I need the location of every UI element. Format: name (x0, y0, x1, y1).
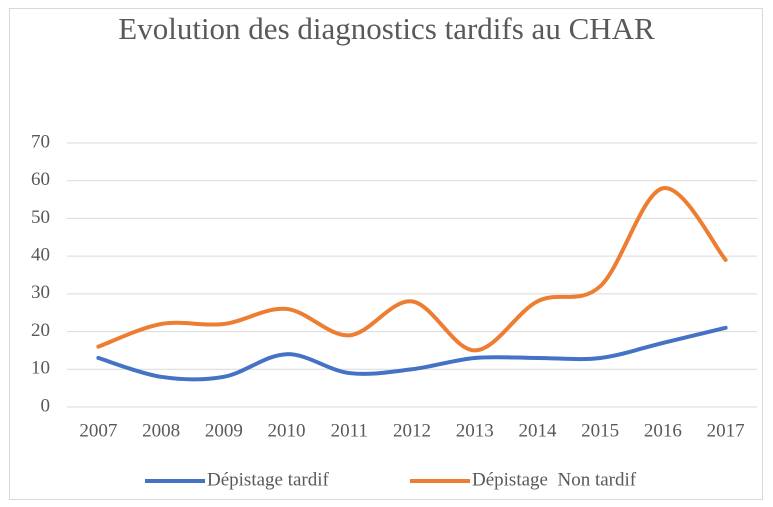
y-tick-label: 10 (31, 358, 50, 379)
y-tick-label: 40 (31, 245, 50, 266)
y-tick-label: 20 (31, 320, 50, 341)
x-tick-label: 2013 (456, 420, 494, 441)
legend-label: Dépistage Non tardif (472, 469, 637, 490)
series-line (96, 186, 728, 353)
x-tick-label: 2009 (205, 420, 243, 441)
x-tick-label: 2010 (268, 420, 306, 441)
y-tick-label: 50 (31, 207, 50, 228)
chart-title: Evolution des diagnostics tardifs au CHA… (118, 11, 655, 46)
x-tick-label: 2017 (707, 420, 745, 441)
y-tick-label: 60 (31, 169, 50, 190)
chart-frame (9, 8, 763, 500)
x-tick-label: 2011 (331, 420, 368, 441)
x-tick-label: 2012 (393, 420, 431, 441)
y-tick-label: 70 (31, 131, 50, 152)
x-tick-label: 2016 (644, 420, 682, 441)
legend-label: Dépistage tardif (207, 469, 330, 490)
series-line (96, 325, 728, 382)
y-tick-label: 30 (31, 282, 50, 303)
x-tick-label: 2007 (79, 420, 117, 441)
x-tick-label: 2014 (518, 420, 557, 441)
y-tick-label: 0 (41, 395, 51, 416)
x-tick-label: 2008 (142, 420, 180, 441)
x-tick-label: 2015 (581, 420, 619, 441)
